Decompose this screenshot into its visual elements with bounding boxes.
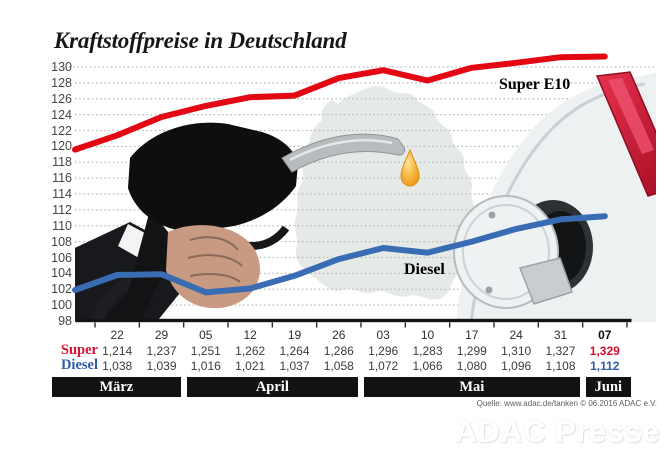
y-axis-label: 124 xyxy=(51,107,72,122)
date-label: 07 xyxy=(598,328,612,342)
month-bar-märz: März xyxy=(52,377,181,397)
y-axis-label: 104 xyxy=(51,266,72,281)
y-axis-label: 106 xyxy=(51,250,72,265)
fuel-door-screw-top xyxy=(488,211,496,219)
table-cell-diesel: 1,072 xyxy=(368,359,399,373)
car-illustration xyxy=(453,71,656,322)
date-label: 26 xyxy=(332,328,346,342)
month-bar-juni: Juni xyxy=(585,377,631,397)
y-axis-label: 122 xyxy=(51,123,72,138)
table-cell-super: 1,327 xyxy=(545,344,576,358)
y-axis-label: 102 xyxy=(51,282,72,297)
date-label: 17 xyxy=(465,328,479,342)
y-axis-label: 128 xyxy=(51,75,72,90)
page-title: Kraftstoffpreise in Deutschland xyxy=(54,28,347,53)
month-bar-april: April xyxy=(186,377,358,397)
finger-line-2 xyxy=(187,254,243,267)
series-line-super xyxy=(72,53,608,153)
table-cell-super: 1,214 xyxy=(102,344,133,358)
table-cell-super: 1,283 xyxy=(412,344,443,358)
y-axis-label: 98 xyxy=(58,314,72,328)
date-label: 10 xyxy=(420,328,435,342)
y-axis-label: 130 xyxy=(51,60,72,74)
x-axis-line xyxy=(75,318,632,323)
finger-line-3 xyxy=(189,273,241,283)
table-cell-diesel: 1,038 xyxy=(102,359,133,373)
y-axis-label: 126 xyxy=(51,91,72,106)
date-label: 24 xyxy=(509,328,523,342)
y-axis-label: 110 xyxy=(52,218,72,233)
y-axis-label: 116 xyxy=(52,171,72,186)
date-label: 19 xyxy=(287,328,302,342)
table-cell-diesel: 1,096 xyxy=(501,359,532,373)
table-cell-super: 1,262 xyxy=(235,344,266,358)
y-axis-label: 114 xyxy=(52,187,72,201)
nozzle-handle xyxy=(102,210,178,322)
table-cell-diesel: 1,039 xyxy=(146,359,177,373)
fuel-door-screw-bottom xyxy=(485,286,493,294)
table-cell-super: 1,251 xyxy=(190,344,221,358)
table-cell-diesel: 1,066 xyxy=(412,359,443,373)
date-label: 12 xyxy=(243,328,257,342)
y-axis-label: 100 xyxy=(51,298,72,313)
table-cell-diesel: 1,080 xyxy=(456,359,487,373)
table-cell-super: 1,286 xyxy=(323,344,354,358)
finger-line-1 xyxy=(189,236,239,251)
nozzle-spout xyxy=(281,133,406,173)
table-cell-super: 1,264 xyxy=(279,344,310,358)
spout-highlight xyxy=(289,139,393,162)
taillight xyxy=(595,71,656,197)
taillight-highlight xyxy=(608,78,654,154)
table-cell-diesel: 1,108 xyxy=(545,359,576,373)
table-cell-diesel: 1,112 xyxy=(590,359,620,373)
table-cell-super: 1,237 xyxy=(146,344,177,358)
series-lines xyxy=(72,53,608,296)
table-cell-super: 1,329 xyxy=(589,344,620,358)
table-cell-super: 1,310 xyxy=(501,344,532,358)
y-axis-label: 108 xyxy=(51,234,72,249)
fuel-door-ring xyxy=(462,204,550,300)
month-bar-mai: Mai xyxy=(364,377,580,397)
table-cell-super: 1,296 xyxy=(368,344,399,358)
date-label: 22 xyxy=(110,328,124,342)
adac-presse-watermark: ADAC Presse xyxy=(454,414,660,449)
nozzle-body xyxy=(128,122,298,232)
series-line-diesel xyxy=(72,213,608,296)
date-label: 29 xyxy=(154,328,169,342)
y-axis-label: 118 xyxy=(52,155,72,170)
fuel-drop-icon xyxy=(400,148,420,187)
y-axis-label: 112 xyxy=(52,202,72,217)
date-label: 03 xyxy=(376,328,390,342)
x-axis xyxy=(75,318,632,328)
table-cell-diesel: 1,016 xyxy=(190,359,221,373)
date-label: 31 xyxy=(553,328,568,342)
table-cell-diesel: 1,021 xyxy=(235,359,266,373)
table-cell-super: 1,299 xyxy=(456,344,487,358)
table-cell-diesel: 1,058 xyxy=(323,359,354,373)
source-credit: Quelle: www.adac.de/tanken © 06.2016 ADA… xyxy=(476,399,657,408)
fuel-door-hinge xyxy=(518,257,573,305)
table-cell-diesel: 1,037 xyxy=(279,359,310,373)
date-label: 05 xyxy=(199,328,213,342)
series-label-super-e10: Super E10 xyxy=(499,76,571,93)
series-label-diesel: Diesel xyxy=(404,261,445,278)
row-label-diesel: Diesel xyxy=(60,357,98,373)
y-axis-label: 120 xyxy=(51,139,72,154)
row-label-super: Super xyxy=(60,342,98,358)
